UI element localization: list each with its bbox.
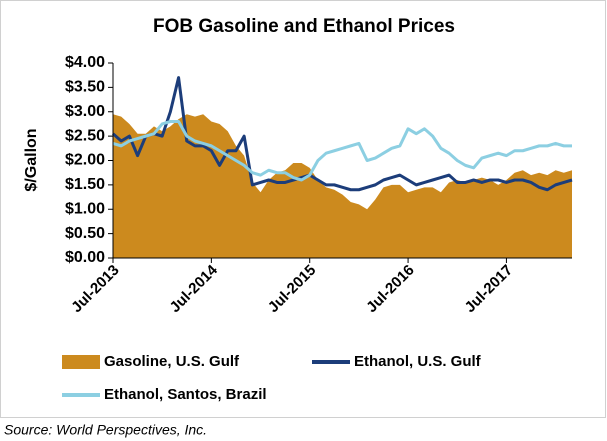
y-tick-label: $0.00 [65, 249, 105, 266]
y-tick-label: $2.50 [65, 127, 105, 144]
source: Source: World Perspectives, Inc. [4, 422, 207, 438]
legend-label: Ethanol, U.S. Gulf [354, 353, 482, 370]
y-tick-label: $4.00 [65, 54, 105, 71]
y-tick-label: $3.50 [65, 79, 105, 96]
y-tick-label: $3.00 [65, 103, 105, 120]
chart-title: FOB Gasoline and Ethanol Prices [153, 16, 455, 37]
y-tick-label: $1.00 [65, 200, 105, 217]
y-tick-label: $0.50 [65, 225, 105, 242]
y-tick-label: $1.50 [65, 176, 105, 193]
line [112, 76, 573, 192]
y-tick-label: $2.00 [65, 152, 105, 169]
line [112, 120, 572, 182]
y-axis-label: $/Gallon [23, 128, 40, 191]
legend-label: Gasoline, U.S. Gulf [104, 353, 240, 370]
legend-label: Ethanol, Santos, Brazil [104, 386, 267, 403]
legend-swatch [62, 355, 100, 369]
